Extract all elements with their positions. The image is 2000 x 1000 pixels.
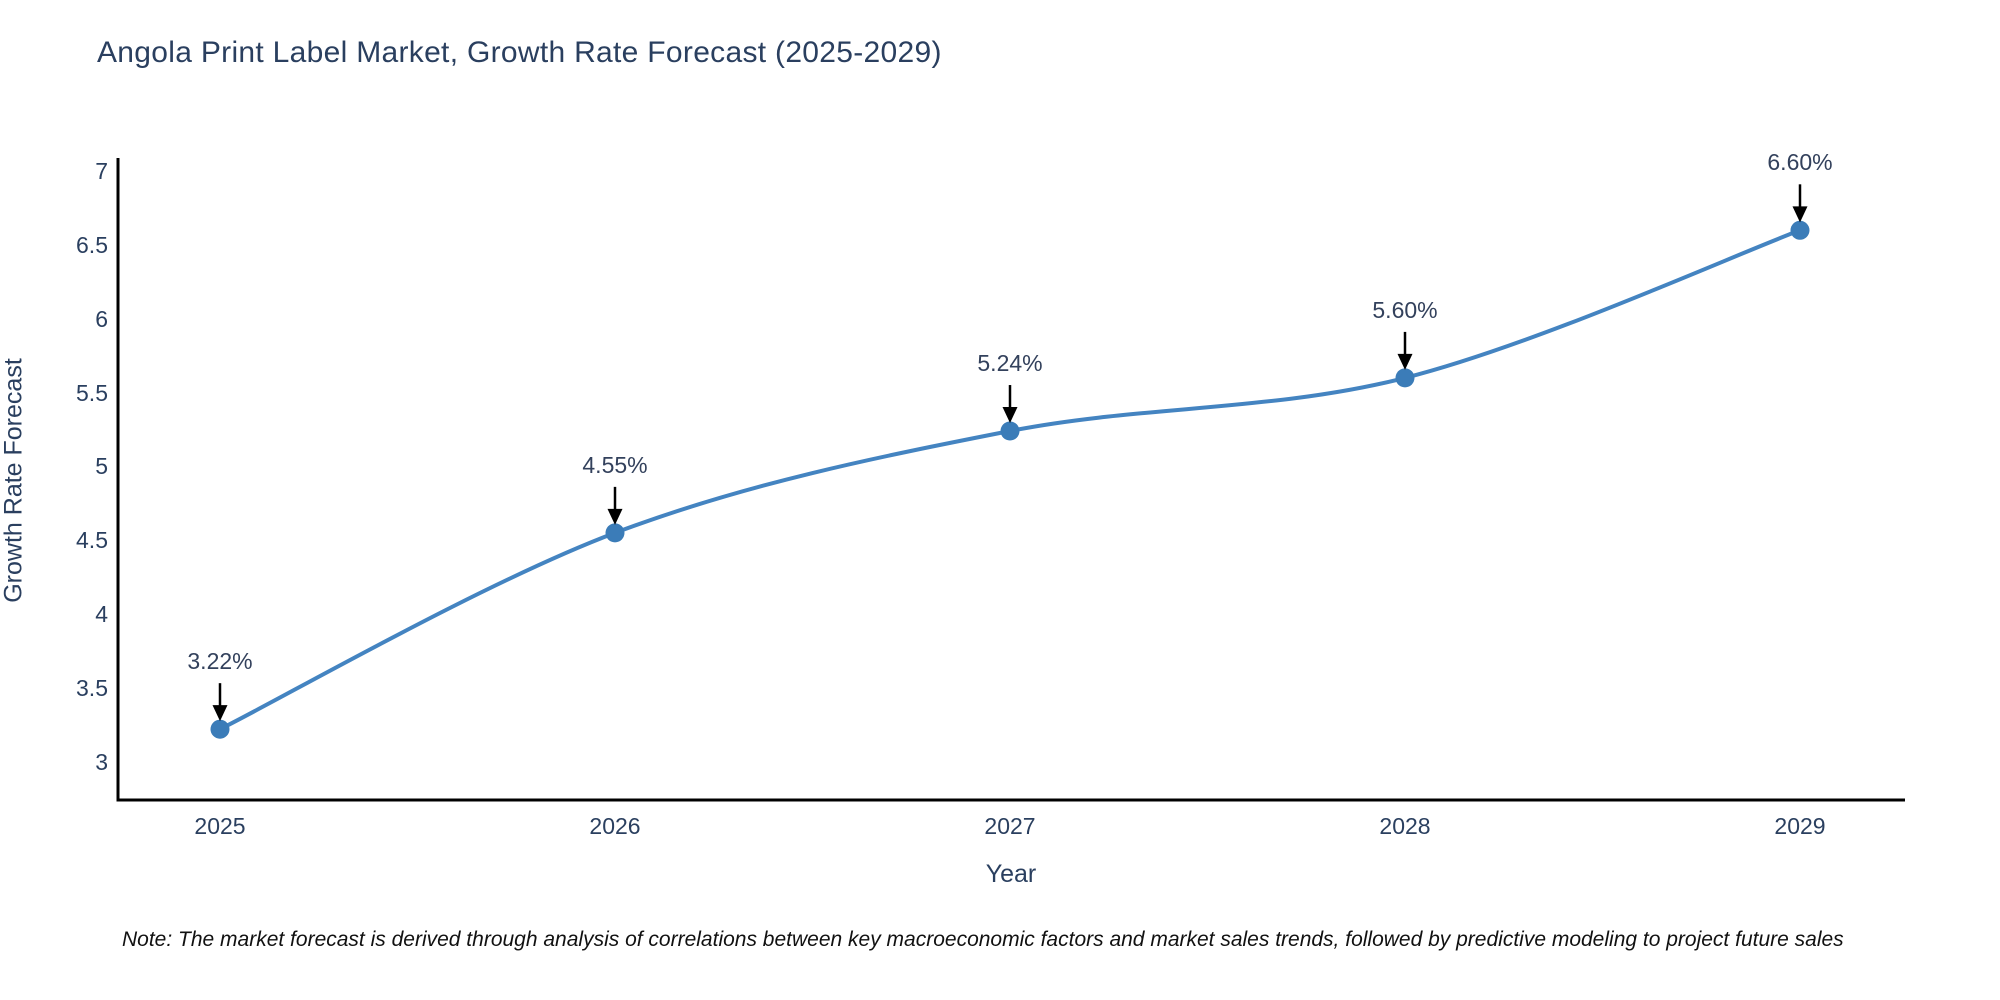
footnote: Note: The market forecast is derived thr… [122, 928, 1844, 951]
x-tick-label: 2029 [1774, 813, 1826, 839]
y-tick-label: 7 [95, 158, 108, 185]
chart-title: Angola Print Label Market, Growth Rate F… [97, 36, 942, 69]
y-tick-label: 6 [95, 305, 108, 332]
data-point-marker [210, 719, 230, 739]
y-axis-title: Growth Rate Forecast [0, 358, 28, 603]
y-tick-label: 5.5 [76, 379, 108, 406]
annotation-arrow-head [607, 508, 623, 525]
y-tick-label: 6.5 [76, 232, 108, 259]
trend-line [218, 228, 1802, 732]
y-tick-label: 4 [95, 601, 108, 628]
x-tick-label: 2028 [1379, 813, 1431, 839]
y-tick-label: 3 [95, 748, 108, 775]
x-axis-title: Year [985, 860, 1037, 888]
y-tick-label: 3.5 [76, 674, 108, 701]
data-point-marker [1000, 421, 1020, 441]
data-point-label: 5.60% [1372, 296, 1438, 323]
data-point-label: 4.55% [582, 451, 648, 478]
annotation-arrow-head [1002, 407, 1018, 424]
annotation-arrow-head [1397, 353, 1413, 370]
x-tick-label: 2026 [589, 813, 641, 839]
data-point-label: 3.22% [187, 648, 253, 675]
y-tick-label: 4.5 [76, 527, 108, 554]
data-point-marker [1395, 368, 1415, 388]
x-tick-label: 2025 [194, 813, 246, 839]
data-point-marker [605, 523, 625, 543]
x-tick-label: 2027 [984, 813, 1036, 839]
annotation-arrow-head [1792, 206, 1808, 223]
data-point-marker [1790, 220, 1810, 240]
y-tick-label: 5 [95, 453, 108, 480]
data-point-label: 5.24% [977, 350, 1043, 377]
annotation-arrow-head [212, 705, 228, 722]
data-point-label: 6.60% [1767, 149, 1833, 176]
